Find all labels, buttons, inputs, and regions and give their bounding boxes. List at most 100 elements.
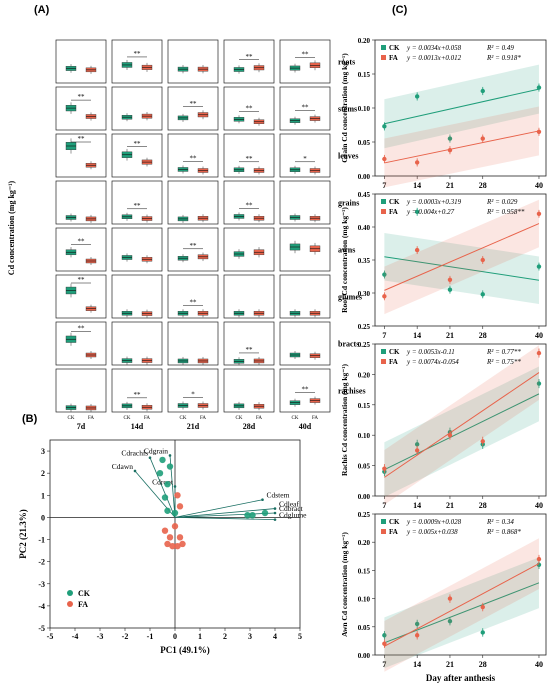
cell-frame	[167, 321, 219, 366]
legend-marker-fa	[381, 359, 386, 364]
ck-point	[164, 481, 171, 488]
y-tick-label: 3	[41, 447, 45, 456]
ck-fit-line	[384, 393, 540, 471]
x-tick-label: -4	[72, 632, 79, 641]
loading-arrowhead	[133, 469, 137, 473]
cell-frame	[223, 321, 275, 366]
legend-marker-ck	[381, 349, 386, 354]
column-label: 40d	[299, 422, 312, 431]
x-tick-label: -3	[97, 632, 104, 641]
cell-frame	[167, 86, 219, 131]
boxplot-cell	[279, 321, 331, 366]
legend-label: FA	[389, 54, 398, 62]
y-tick-label: -4	[38, 602, 45, 611]
boxplot-cell: **	[55, 227, 107, 272]
significance-mark: **	[134, 391, 142, 399]
fa-point	[174, 542, 181, 550]
ck-point	[166, 463, 174, 470]
boxplot-cell: **	[223, 39, 275, 84]
fa-point	[176, 534, 184, 541]
fa-fit-line	[384, 223, 540, 291]
y-tick-label: 0.10	[358, 432, 371, 440]
y-tick-label: 0.00	[358, 652, 371, 660]
legend-label: FA	[78, 600, 88, 609]
legend-label: FA	[389, 528, 398, 536]
regression-equation: y = 0.004x+0.27	[406, 208, 455, 216]
loading-label: Cdgrain	[144, 446, 168, 455]
cell-frame	[167, 227, 219, 272]
cell-frame	[111, 180, 163, 225]
legend-marker-fa	[381, 209, 386, 214]
fa-point	[414, 247, 420, 253]
boxplot-cell	[55, 368, 107, 413]
fa-point	[382, 294, 387, 299]
fa-point	[174, 492, 181, 499]
legend-label: CK	[389, 348, 400, 356]
x-tick-label: 14	[413, 660, 421, 669]
x-tick-label: 40	[535, 331, 543, 340]
ck-point	[536, 264, 542, 269]
regression-plot: 0.00 0.05 0.10 0.15 0.20 7 14 21 28 40 Grain Cd co…	[340, 37, 547, 190]
panel-b-pca: -5 -4 -3 -2 -1 0 1 2 3 4 5 -5 -4 -3 -2 -1 0 1 2 3 PC1 (49.1%…	[18, 439, 307, 655]
legend-marker-ck	[67, 590, 73, 596]
x-tick-label: CK	[68, 416, 75, 421]
boxplot-cell	[223, 368, 275, 413]
significance-mark: *	[303, 155, 307, 163]
y-axis-title: Grain Cd concentration (mg kg⁻¹)	[340, 53, 349, 163]
y-tick-label: 0.35	[358, 257, 371, 265]
fa-point	[536, 350, 542, 356]
boxplot-cell: **	[223, 133, 275, 178]
fa-point	[382, 156, 387, 162]
r-squared: R² = 0.77**	[486, 348, 521, 356]
legend-marker-ck	[381, 45, 386, 50]
boxplot-cell	[223, 227, 275, 272]
cell-frame	[279, 227, 331, 272]
y-tick-label: 0.10	[358, 105, 371, 113]
legend-marker-fa	[381, 529, 386, 534]
cell-frame	[55, 133, 107, 178]
boxplot-cell: **	[111, 180, 163, 225]
boxplot-cell	[55, 39, 107, 84]
x-tick-label: FA	[200, 416, 206, 421]
r-squared: R² = 0.029	[486, 198, 518, 206]
significance-mark: **	[302, 50, 310, 58]
boxplot-cell	[111, 321, 163, 366]
cell-frame	[223, 86, 275, 131]
cell-frame	[223, 133, 275, 178]
tissue-label: bracts	[338, 340, 359, 349]
cell-frame	[223, 180, 275, 225]
boxplot-cell: **	[167, 274, 219, 319]
fa-point	[536, 211, 542, 216]
cell-frame	[55, 227, 107, 272]
significance-mark: **	[134, 202, 142, 210]
legend-marker-ck	[381, 199, 386, 204]
column-label: 28d	[243, 422, 256, 431]
fa-point	[414, 160, 420, 165]
x-tick-label: 21	[446, 331, 454, 340]
regression-equation: y = 0.0074x-0.054	[406, 358, 459, 366]
legend-label: FA	[389, 358, 398, 366]
cell-frame	[279, 321, 331, 366]
ck-point	[480, 88, 485, 94]
fa-point	[164, 540, 171, 548]
x-tick-label: 28	[479, 331, 487, 340]
significance-mark: **	[190, 154, 198, 162]
loading-arrow	[149, 457, 176, 518]
x-tick-label: 14	[413, 181, 421, 190]
y-tick-label: 0.15	[358, 402, 371, 410]
cell-frame	[167, 180, 219, 225]
ck-point	[447, 287, 453, 292]
cell-frame	[55, 180, 107, 225]
loading-label: Cdrachis	[121, 449, 148, 458]
loading-label: Cdglume	[279, 511, 307, 520]
legend-label: CK	[389, 518, 400, 526]
regression-equation: y = 0.0003x+0.319	[406, 198, 462, 206]
x-tick-label: 7	[382, 501, 386, 510]
loading-arrow	[174, 499, 263, 518]
cell-frame	[55, 39, 107, 84]
x-tick-label: CK	[236, 416, 243, 421]
y-tick-label: 0.25	[358, 511, 371, 519]
x-tick-label: 2	[223, 632, 227, 641]
y-tick-label: 0.00	[358, 173, 371, 181]
cell-frame	[55, 321, 107, 366]
